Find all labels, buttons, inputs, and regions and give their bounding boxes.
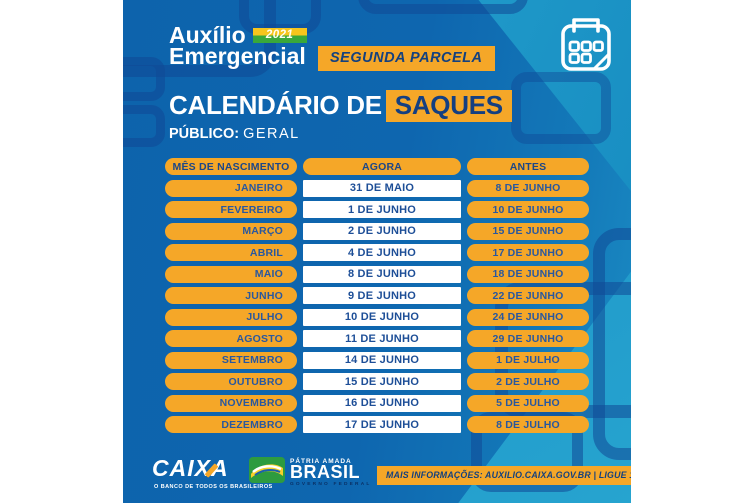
agora-cell: 8 DE JUNHO xyxy=(303,265,461,283)
caixa-wordmark: CAIXA xyxy=(152,455,229,481)
agora-cell: 31 DE MAIO xyxy=(303,179,461,197)
title-prefix: CALENDÁRIO DE xyxy=(169,90,382,120)
antes-cell: 17 DE JUNHO xyxy=(467,244,589,261)
antes-cell: 29 DE JUNHO xyxy=(467,330,589,347)
month-cell: OUTUBRO xyxy=(165,373,297,390)
infographic-card: Auxílio 2021 Emergencial SEGUNDA PARCELA xyxy=(123,0,631,503)
month-cell: JANEIRO xyxy=(165,179,297,197)
auxilio-emergencial-logo: Auxílio 2021 Emergencial xyxy=(169,22,307,69)
agora-cell: 10 DE JUNHO xyxy=(303,308,461,326)
column-header-month: MÊS DE NASCIMENTO xyxy=(165,158,297,175)
month-cell: MARÇO xyxy=(165,222,297,240)
agora-cell: 16 DE JUNHO xyxy=(303,394,461,412)
calendar-icon xyxy=(560,16,612,79)
page-title: CALENDÁRIO DE SAQUES xyxy=(169,90,512,122)
patria-amada-text: PÁTRIA AMADA xyxy=(290,458,352,465)
column-header-antes: ANTES xyxy=(467,158,589,175)
column-header-agora: AGORA xyxy=(303,158,461,175)
publico-line: PÚBLICO: GERAL xyxy=(169,126,300,142)
antes-cell: 2 DE JULHO xyxy=(467,373,589,390)
withdrawal-calendar-table: MÊS DE NASCIMENTO AGORA ANTES JANEIRO 31… xyxy=(165,158,589,433)
month-cell: FEVEREIRO xyxy=(165,201,297,218)
antes-cell: 15 DE JUNHO xyxy=(467,222,589,240)
antes-cell: 1 DE JULHO xyxy=(467,351,589,369)
caixa-tagline: O BANCO DE TODOS OS BRASILEIROS xyxy=(154,484,273,490)
brasil-text: BRASIL xyxy=(290,462,360,482)
month-cell: MAIO xyxy=(165,265,297,283)
more-info-bar: MAIS INFORMAÇÕES: AUXILIO.CAIXA.GOV.BR |… xyxy=(377,466,631,485)
governo-federal-logo: PÁTRIA AMADA BRASIL GOVERNO FEDERAL xyxy=(249,457,372,488)
month-cell: JUNHO xyxy=(165,287,297,304)
agora-cell: 14 DE JUNHO xyxy=(303,351,461,369)
year-2021-badge: 2021 xyxy=(252,28,307,43)
month-cell: ABRIL xyxy=(165,244,297,261)
governo-federal-text: GOVERNO FEDERAL xyxy=(290,482,372,487)
agora-cell: 15 DE JUNHO xyxy=(303,373,461,390)
antes-cell: 10 DE JUNHO xyxy=(467,201,589,218)
agora-cell: 17 DE JUNHO xyxy=(303,416,461,433)
month-cell: AGOSTO xyxy=(165,330,297,347)
month-cell: NOVEMBRO xyxy=(165,394,297,412)
month-cell: DEZEMBRO xyxy=(165,416,297,433)
antes-cell: 8 DE JUNHO xyxy=(467,179,589,197)
antes-cell: 5 DE JULHO xyxy=(467,394,589,412)
publico-label: PÚBLICO: xyxy=(169,126,240,142)
publico-value: GERAL xyxy=(243,126,300,142)
logo-line2-text: Emergencial xyxy=(169,43,306,69)
month-cell: JULHO xyxy=(165,308,297,326)
agora-cell: 4 DE JUNHO xyxy=(303,244,461,261)
brazil-flag-icon xyxy=(249,457,285,488)
agora-cell: 9 DE JUNHO xyxy=(303,287,461,304)
title-highlight-saques: SAQUES xyxy=(385,90,512,122)
antes-cell: 18 DE JUNHO xyxy=(467,265,589,283)
logo-line1-text: Auxílio xyxy=(169,22,246,48)
antes-cell: 24 DE JUNHO xyxy=(467,308,589,326)
antes-cell: 22 DE JUNHO xyxy=(467,287,589,304)
segunda-parcela-badge: SEGUNDA PARCELA xyxy=(318,46,495,71)
agora-cell: 1 DE JUNHO xyxy=(303,201,461,218)
antes-cell: 8 DE JULHO xyxy=(467,416,589,433)
caixa-logo: CAIXA O BANCO DE TODOS OS BRASILEIROS xyxy=(152,455,273,490)
agora-cell: 2 DE JUNHO xyxy=(303,222,461,240)
month-cell: SETEMBRO xyxy=(165,351,297,369)
agora-cell: 11 DE JUNHO xyxy=(303,330,461,347)
